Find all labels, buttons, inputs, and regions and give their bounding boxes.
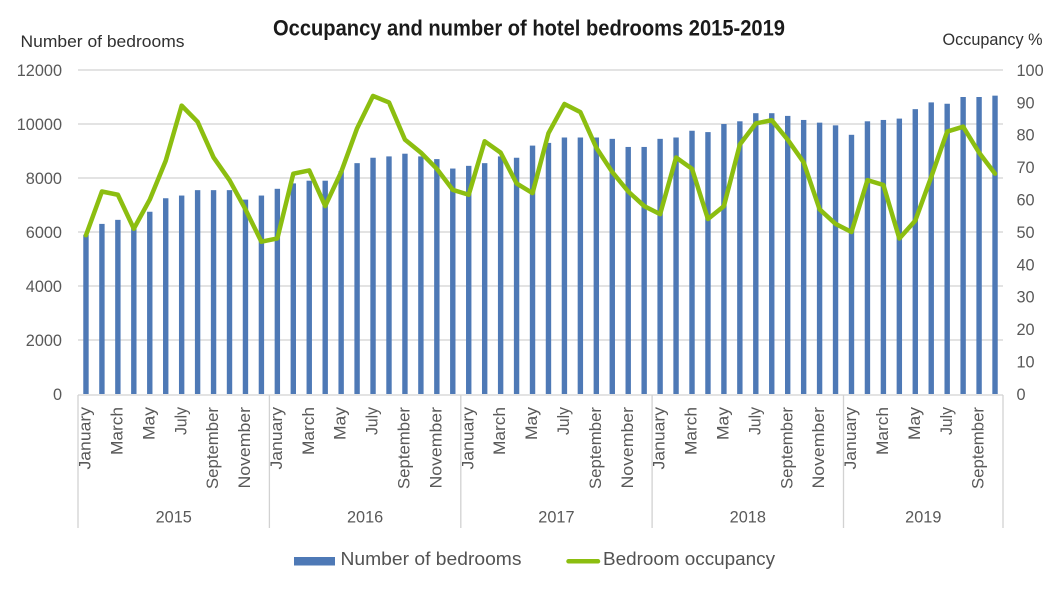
svg-text:July: July [937, 407, 956, 435]
svg-text:January: January [841, 406, 860, 469]
svg-text:2016: 2016 [347, 509, 383, 527]
svg-text:2000: 2000 [26, 332, 62, 350]
svg-text:January: January [267, 406, 286, 469]
svg-text:September: September [777, 407, 796, 489]
svg-text:30: 30 [1017, 289, 1035, 307]
svg-text:0: 0 [53, 386, 62, 404]
svg-text:March: March [490, 407, 509, 455]
svg-text:Number of bedrooms: Number of bedrooms [21, 33, 185, 51]
svg-text:March: March [108, 407, 127, 455]
svg-text:10000: 10000 [17, 116, 62, 134]
svg-text:12000: 12000 [17, 62, 62, 80]
svg-text:July: July [171, 407, 190, 435]
svg-text:November: November [426, 407, 445, 489]
svg-text:6000: 6000 [26, 224, 62, 242]
svg-text:Number of bedrooms: Number of bedrooms [341, 549, 522, 569]
svg-text:January: January [76, 406, 95, 469]
svg-text:May: May [331, 406, 350, 440]
svg-text:July: July [745, 407, 764, 435]
svg-text:4000: 4000 [26, 278, 62, 296]
svg-text:July: July [554, 407, 573, 435]
svg-text:May: May [139, 406, 158, 440]
svg-text:50: 50 [1017, 224, 1035, 242]
svg-text:September: September [969, 407, 988, 489]
svg-text:40: 40 [1017, 256, 1035, 274]
svg-text:8000: 8000 [26, 170, 62, 188]
svg-text:80: 80 [1017, 127, 1035, 145]
svg-text:March: March [873, 407, 892, 455]
svg-text:January: January [650, 406, 669, 469]
svg-text:0: 0 [1017, 386, 1026, 404]
svg-text:September: September [586, 407, 605, 489]
svg-text:70: 70 [1017, 159, 1035, 177]
svg-text:November: November [618, 407, 637, 489]
svg-text:September: September [395, 407, 414, 489]
svg-text:March: March [299, 407, 318, 455]
svg-text:November: November [809, 407, 828, 489]
svg-text:20: 20 [1017, 321, 1035, 339]
svg-text:10: 10 [1017, 354, 1035, 372]
svg-text:2017: 2017 [538, 509, 574, 527]
svg-text:60: 60 [1017, 192, 1035, 210]
svg-text:2018: 2018 [730, 509, 766, 527]
svg-text:May: May [522, 406, 541, 440]
svg-text:Occupancy and number of hotel: Occupancy and number of hotel bedrooms 2… [273, 16, 785, 41]
svg-text:Bedroom occupancy: Bedroom occupancy [603, 549, 775, 569]
svg-text:November: November [235, 407, 254, 489]
svg-text:January: January [458, 406, 477, 469]
svg-text:July: July [363, 407, 382, 435]
svg-text:90: 90 [1017, 94, 1035, 112]
svg-text:100: 100 [1017, 62, 1044, 80]
svg-text:September: September [203, 407, 222, 489]
svg-text:Occupancy %: Occupancy % [943, 31, 1043, 49]
svg-text:2015: 2015 [156, 509, 192, 527]
svg-text:2019: 2019 [905, 509, 941, 527]
svg-text:May: May [714, 406, 733, 440]
svg-text:March: March [682, 407, 701, 455]
svg-text:May: May [905, 406, 924, 440]
